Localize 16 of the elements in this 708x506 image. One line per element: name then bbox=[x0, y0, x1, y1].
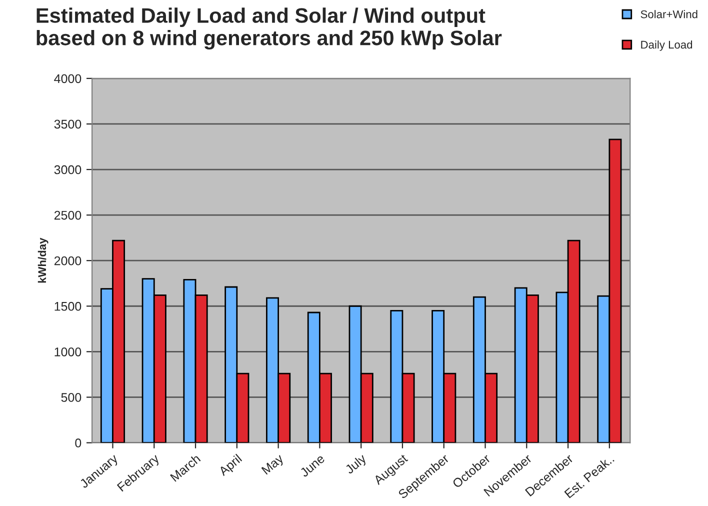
x-tick-label: May bbox=[261, 454, 286, 477]
y-tick-label: 3000 bbox=[54, 165, 82, 174]
y-tick-label: 3500 bbox=[54, 120, 82, 129]
y-tick-label: 0 bbox=[75, 438, 82, 448]
y-tick-label: 4000 bbox=[54, 74, 82, 84]
y-tick-label: 2000 bbox=[54, 256, 82, 266]
x-tick-label: July bbox=[344, 453, 369, 476]
legend-label: Daily Load bbox=[641, 40, 692, 51]
legend-label: Solar+Wind bbox=[640, 10, 698, 18]
y-tick-label: 500 bbox=[61, 393, 82, 402]
y-axis-title: kWh/day bbox=[38, 238, 48, 283]
y-tick-label: 1000 bbox=[54, 347, 82, 356]
y-tick-label: 1500 bbox=[54, 302, 82, 311]
chart-title: Estimated Daily Load and Solar / Wind output based on 8 wind generators and 250 kWp Solar bbox=[36, 8, 502, 50]
x-tick-label: June bbox=[299, 454, 326, 478]
y-tick-label: 2500 bbox=[54, 210, 82, 220]
